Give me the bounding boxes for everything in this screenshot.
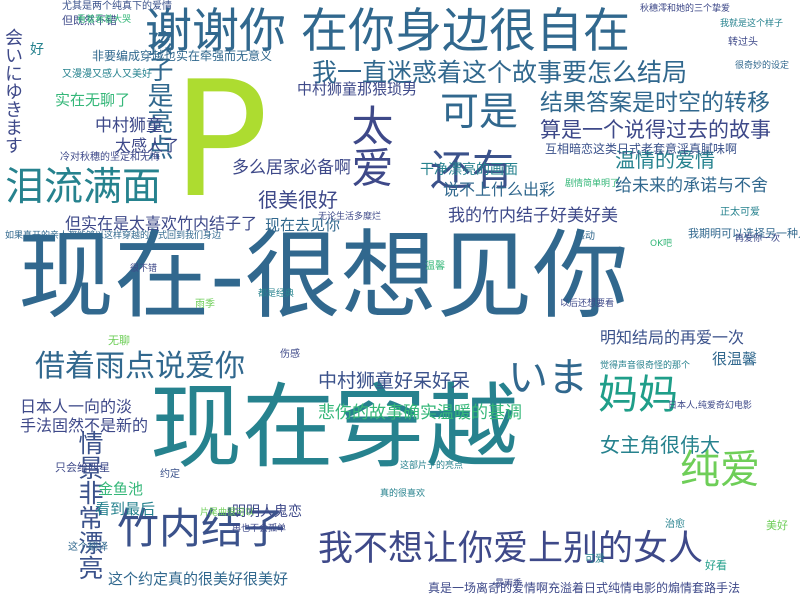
- word-cloud-word: 现在穿越: [150, 374, 519, 481]
- word-cloud-word: 说不上什么出彩: [443, 180, 556, 199]
- word-cloud-word: 美好: [766, 519, 788, 532]
- word-cloud-word: 实在无聊了: [55, 91, 131, 109]
- word-cloud-word: 好看: [705, 559, 727, 572]
- word-cloud-word: 悲伤的故事确实温暖的基调: [318, 403, 522, 423]
- word-cloud-word: 又漫漫又感人又美好: [62, 69, 152, 80]
- word-cloud-word: OK吧: [650, 239, 672, 249]
- word-cloud-word: 都是经典: [258, 289, 295, 299]
- word-cloud-word: 中村狮童: [95, 116, 163, 136]
- word-cloud-word: 暴雨季: [495, 579, 523, 589]
- word-cloud-word: 干净漂亮的画面: [420, 162, 518, 178]
- word-cloud-word: 很美很好: [258, 188, 338, 212]
- word-cloud-word: 太爱: [345, 104, 394, 188]
- word-cloud-word: 日本人一向的淡: [20, 397, 133, 416]
- word-cloud-word: 很温馨: [712, 350, 758, 368]
- word-cloud-word: 真是一场离奇的爱情啊充溢着日式纯情电影的煽情套路手法: [428, 581, 741, 595]
- word-cloud-word: 雨季: [195, 299, 215, 310]
- word-cloud-word: 手法固然不是新的: [20, 416, 149, 435]
- word-cloud-word: 剧情简单明了: [565, 179, 620, 189]
- word-cloud-word: 很奇妙的设定: [735, 61, 790, 71]
- word-cloud-word: 竹内结子: [117, 504, 286, 553]
- word-cloud-word: 互相暗恋这类日式老套意淫真腻味啊: [545, 142, 738, 156]
- word-cloud-word: 温馨: [425, 261, 445, 272]
- word-cloud-word: 明明人鬼恋: [232, 504, 302, 520]
- word-cloud-word: 太感人了: [115, 136, 180, 155]
- word-cloud-word: 这个翻译: [68, 542, 108, 553]
- word-cloud-word: 伤感: [280, 349, 300, 360]
- word-cloud-word: 借着雨点说爱你: [35, 349, 245, 384]
- word-cloud-word: 可爱: [585, 554, 605, 565]
- word-cloud-word: 金鱼池: [98, 480, 144, 498]
- word-cloud-word: 中村狮童那猥琐男: [297, 80, 418, 98]
- word-cloud-word: 感动: [575, 231, 595, 242]
- word-cloud-word: 好: [30, 42, 44, 58]
- word-cloud-word: 现在去见你: [265, 216, 341, 234]
- word-cloud-word: 我期明可以选择另一种人生: [688, 227, 800, 240]
- word-cloud-word: 无聊: [108, 334, 130, 347]
- word-cloud-word: 情景非常漂亮: [75, 430, 104, 580]
- word-cloud-word: 片尾曲很可以: [200, 508, 255, 518]
- word-cloud-word: 但既然不错: [62, 14, 117, 27]
- word-cloud-word: 日本人,纯爱奇幻电影: [668, 401, 752, 411]
- word-cloud-word: 纯爱: [680, 447, 760, 493]
- word-cloud-word: 如果真开的亲人都能够以这样穿越的方式回到我们身边: [5, 231, 222, 241]
- word-cloud-word: 我的竹内结子好美好美: [448, 206, 618, 226]
- word-cloud-word: 给未来的承诺与不舍: [615, 176, 768, 196]
- word-cloud-word: 泪流满面: [5, 165, 162, 210]
- word-cloud-word: 转过头: [728, 37, 758, 48]
- word-cloud-word: 我一直迷惑着这个故事要怎么结局: [312, 58, 688, 87]
- word-cloud-word: 谢谢你 在你身边很自在: [145, 4, 630, 59]
- word-cloud-word: 这个约定真的很美好很美好: [108, 570, 289, 588]
- word-cloud-word: 会いにゆきます: [2, 28, 23, 154]
- word-cloud-word: 无论生活多糜烂: [318, 212, 382, 222]
- word-cloud-word: 我不想让你爱上别的女人: [318, 529, 704, 569]
- word-cloud-word: 还有: [430, 146, 515, 195]
- word-cloud-word: 中村狮童好呆好呆: [318, 370, 471, 392]
- word-cloud-word: 再也不会孤单: [232, 524, 287, 534]
- word-cloud-word: 我就是这个样子: [720, 19, 784, 29]
- word-cloud-word: 非要编成穿越也实在牵强而无意义: [92, 49, 273, 63]
- word-cloud-word: いま: [508, 355, 588, 401]
- word-cloud-word: 这部片子的亮点: [400, 461, 464, 471]
- word-cloud-word: 再爱你一次: [735, 234, 781, 244]
- word-cloud-word: 约定: [160, 469, 180, 480]
- word-cloud-word: 现在-很想见你: [18, 220, 629, 332]
- word-cloud-word: 算是一个说得过去的故事: [540, 118, 771, 142]
- word-cloud-word: 孩子是亮点: [143, 30, 173, 160]
- word-cloud-word: 妈妈: [598, 372, 678, 418]
- word-cloud-word: 以后还想要看: [560, 299, 615, 309]
- word-cloud-word: 治愈: [665, 519, 685, 530]
- word-cloud-word: 可是: [440, 90, 519, 135]
- word-cloud-word: 只会给四星: [55, 461, 110, 474]
- word-cloud-word: P: [172, 46, 269, 233]
- word-cloud-word: 秋穗澪和她的三个挚爱: [640, 4, 731, 14]
- word-cloud-word: 很不错: [130, 264, 158, 274]
- word-cloud-word: 多么居家必备啊: [232, 158, 351, 178]
- word-cloud-word: 尤其是两个纯真下的爱情: [62, 1, 172, 12]
- word-cloud-word: 看到最后: [95, 500, 156, 518]
- word-cloud-word: 冷对秋穗的坚定和无悔: [60, 152, 160, 163]
- word-cloud-word: 但实在是太喜欢竹内结子了: [65, 214, 258, 233]
- word-cloud-word: 女主角很伟大: [600, 433, 720, 457]
- word-cloud-word: 觉得声音很奇怪的那个: [600, 361, 691, 371]
- word-cloud-word: 温情的爱情: [615, 148, 715, 172]
- word-cloud-word: 看着看着大哭: [77, 15, 132, 25]
- word-cloud-word: 结果答案是时空的转移: [540, 90, 770, 116]
- word-cloud-word: 明知结局的再爱一次: [600, 328, 745, 347]
- word-cloud-word: 正太可爱: [720, 207, 760, 218]
- word-cloud-word: 真的很喜欢: [380, 489, 426, 499]
